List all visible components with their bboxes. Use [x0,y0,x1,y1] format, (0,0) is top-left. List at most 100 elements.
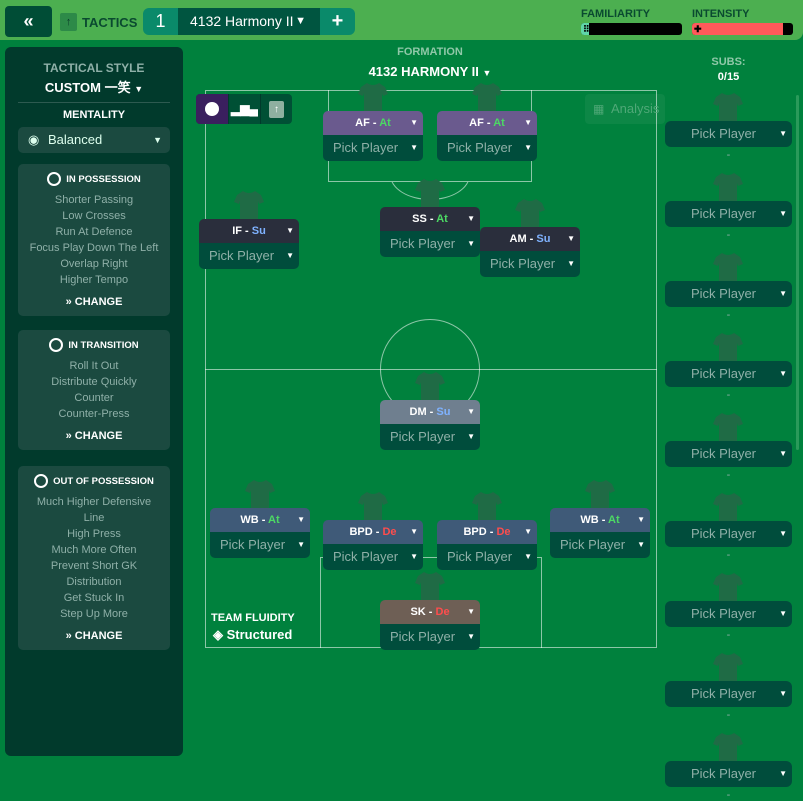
dropdown-icon: ▼ [779,689,787,698]
dropdown-icon: ▼ [467,239,475,248]
shirt-icon [244,478,276,510]
tactics-icon: ↑ [60,13,77,31]
role-selector[interactable]: AF - At ▼ [437,111,537,135]
tactical-style-selector[interactable]: CUSTOM 一笑 ▼ [44,80,144,95]
instruction-item: Low Crosses [62,210,126,222]
pick-player-dropdown[interactable]: Pick Player ▼ [480,251,580,277]
double-chevron-right-icon: » [65,430,72,442]
shirt-icon [414,177,446,209]
intensity-bar[interactable]: ✚ [692,23,793,35]
instruction-item: Step Up More [60,608,128,620]
pick-player-dropdown[interactable]: Pick Player ▼ [550,532,650,558]
dropdown-icon: ▼ [779,449,787,458]
instruction-card: OUT OF POSSESSION Much Higher Defensive Li… [18,466,170,650]
shirt-icon [471,81,503,113]
card-title: IN POSSESSION [66,173,141,185]
dropdown-icon: ▼ [567,259,575,268]
role-selector[interactable]: SS - At ▼ [380,207,480,231]
back-button[interactable]: « [5,6,52,37]
mentality-dropdown[interactable]: ◉ Balanced ▼ [18,127,170,153]
formation-selector[interactable]: 4132 HARMONY II ▼ [368,64,492,79]
dropdown-icon: ▼ [410,527,418,536]
familiarity-bar[interactable]: ⠿ [581,23,682,35]
section-title: TACTICS [82,15,138,30]
shirt-icon [414,570,446,602]
pick-player-dropdown[interactable]: Pick Player ▼ [665,361,792,387]
player-slot-wb: WB - At ▼ Pick Player ▼ [550,480,650,558]
mentality-icon: ◉ [28,132,40,147]
dropdown-icon: ▼ [467,607,475,616]
instruction-item: Much Higher Defensive [36,496,152,508]
change-button[interactable]: » CHANGE [65,630,123,642]
role-selector[interactable]: WB - At ▼ [550,508,650,532]
sub-slot: Pick Player ▼ - [665,573,792,641]
tactic-selector[interactable]: 4132 Harmony II ▼ [178,8,320,35]
pick-player-dropdown[interactable]: Pick Player ▼ [380,424,480,450]
pick-player-dropdown[interactable]: Pick Player ▼ [665,681,792,707]
role-selector[interactable]: BPD - De ▼ [323,520,423,544]
player-view-button[interactable] [196,94,228,124]
player-slot-bpd: BPD - De ▼ Pick Player ▼ [437,492,537,570]
pick-player-dropdown[interactable]: Pick Player ▼ [665,281,792,307]
role-selector[interactable]: WB - At ▼ [210,508,310,532]
stats-view-button[interactable]: ▂▆▄ [228,94,260,124]
role-selector[interactable]: DM - Su ▼ [380,400,480,424]
tactic-slot[interactable]: 1 [143,8,178,35]
dropdown-icon: ▼ [779,369,787,378]
sub-slot: Pick Player ▼ - [665,733,792,801]
double-chevron-right-icon: » [65,296,72,308]
pick-player-dropdown[interactable]: Pick Player ▼ [199,243,299,269]
change-button[interactable]: » CHANGE [65,296,123,308]
role-selector[interactable]: IF - Su ▼ [199,219,299,243]
sub-slot: Pick Player ▼ - [665,173,792,241]
pick-player-dropdown[interactable]: Pick Player ▼ [380,231,480,257]
section-icon [47,172,62,186]
pick-player-dropdown[interactable]: Pick Player ▼ [665,441,792,467]
dropdown-icon: ▼ [637,515,645,524]
sub-slot: Pick Player ▼ - [665,653,792,721]
instruction-item: Focus Play Down The Left [29,242,159,254]
shirt-icon [712,171,744,203]
dropdown-icon: ▼ [779,769,787,778]
double-chevron-right-icon: » [65,630,72,642]
pick-player-dropdown[interactable]: Pick Player ▼ [665,201,792,227]
instructions-view-button[interactable]: ↑ [260,94,292,124]
pick-player-dropdown[interactable]: Pick Player ▼ [323,544,423,570]
dropdown-icon: ▼ [410,118,418,127]
instruction-item: High Press [67,528,121,540]
subs-count: 0/15 [717,71,740,83]
pick-player-dropdown[interactable]: Pick Player ▼ [665,121,792,147]
sub-slot: Pick Player ▼ - [665,333,792,401]
role-selector[interactable]: BPD - De ▼ [437,520,537,544]
sub-placeholder: - [726,149,731,161]
shirt-icon [712,91,744,123]
pick-player-dropdown[interactable]: Pick Player ▼ [665,601,792,627]
change-button[interactable]: » CHANGE [65,430,123,442]
role-selector[interactable]: AM - Su ▼ [480,227,580,251]
add-tactic-button[interactable]: + [320,8,355,35]
pick-player-dropdown[interactable]: Pick Player ▼ [665,521,792,547]
pick-player-dropdown[interactable]: Pick Player ▼ [380,624,480,650]
instruction-card: IN POSSESSION Shorter Passing Low Crosses R… [18,164,170,316]
subs-label: SUBS: [711,56,746,68]
formation-label: FORMATION [397,46,463,58]
dropdown-icon: ▼ [524,143,532,152]
instruction-item: Distribute Quickly [51,376,137,388]
dropdown-icon: ▼ [410,143,418,152]
pick-player-dropdown[interactable]: Pick Player ▼ [665,761,792,787]
dropdown-icon: ▼ [779,289,787,298]
view-toggles: ▂▆▄ ↑ [196,94,292,124]
role-selector[interactable]: SK - De ▼ [380,600,480,624]
tactic-name: 4132 Harmony II [190,13,294,29]
pick-player-dropdown[interactable]: Pick Player ▼ [323,135,423,161]
analysis-button[interactable]: ▦ Analysis [585,94,665,124]
tactical-style-label: TACTICAL STYLE [43,61,145,75]
pick-player-dropdown[interactable]: Pick Player ▼ [437,135,537,161]
pick-player-dropdown[interactable]: Pick Player ▼ [210,532,310,558]
pick-player-dropdown[interactable]: Pick Player ▼ [437,544,537,570]
role-selector[interactable]: AF - At ▼ [323,111,423,135]
instruction-item: Get Stuck In [63,592,125,604]
subs-scrollbar[interactable] [796,95,799,450]
dropdown-icon: ▼ [779,529,787,538]
shirt-icon [357,490,389,522]
